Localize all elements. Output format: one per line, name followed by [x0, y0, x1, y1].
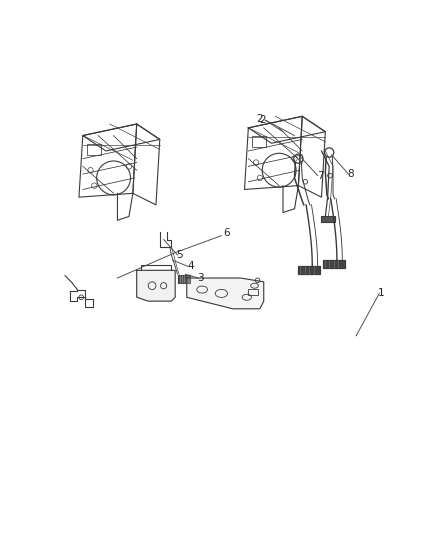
Bar: [87, 144, 100, 155]
Text: 2: 2: [260, 115, 266, 125]
Polygon shape: [187, 278, 264, 309]
Text: 1: 1: [378, 288, 385, 298]
Text: 6: 6: [223, 228, 230, 238]
Bar: [321, 216, 336, 222]
Bar: [252, 136, 266, 147]
Polygon shape: [137, 270, 175, 301]
Bar: [298, 266, 320, 274]
Text: 3: 3: [197, 273, 204, 283]
Bar: [323, 260, 345, 268]
Text: 4: 4: [187, 262, 194, 271]
Bar: [248, 289, 258, 295]
Text: 7: 7: [317, 171, 323, 181]
Text: 5: 5: [177, 250, 183, 260]
Text: 2: 2: [257, 114, 263, 124]
Bar: [177, 275, 190, 284]
Text: 8: 8: [347, 169, 354, 179]
